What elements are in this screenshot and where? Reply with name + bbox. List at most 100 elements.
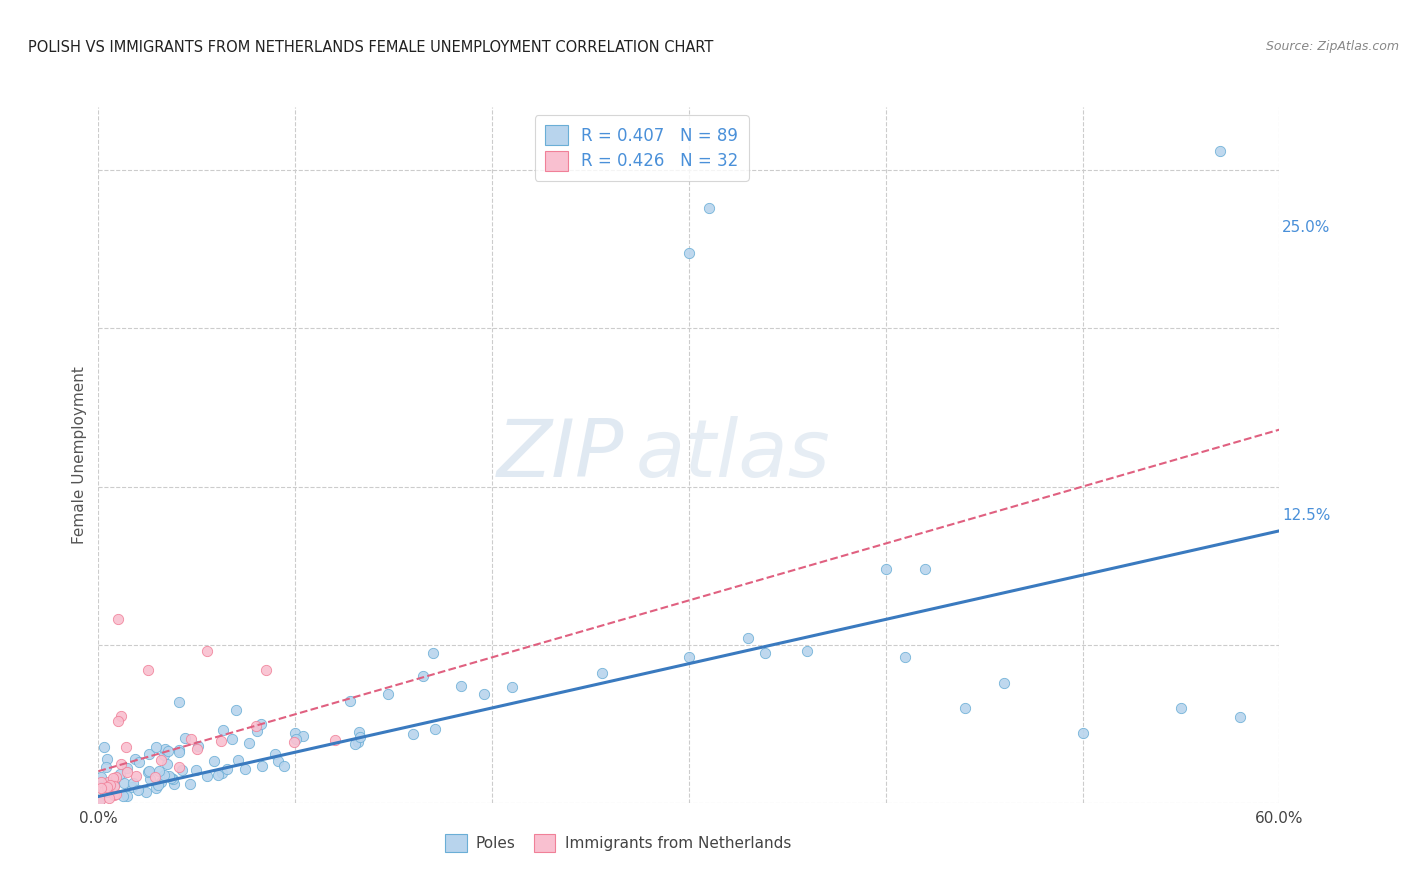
Point xyxy=(149,774,172,789)
Point xyxy=(135,785,157,799)
Point xyxy=(112,776,135,790)
Point xyxy=(737,632,759,646)
Point xyxy=(152,768,174,782)
Point xyxy=(152,748,174,763)
Point xyxy=(953,701,976,715)
Text: 25.0%: 25.0% xyxy=(1282,220,1330,235)
Point xyxy=(96,784,118,798)
Point xyxy=(97,775,120,789)
Text: Source: ZipAtlas.com: Source: ZipAtlas.com xyxy=(1265,40,1399,54)
Point xyxy=(94,760,117,774)
Point xyxy=(221,731,243,746)
Point xyxy=(993,675,1015,690)
Point xyxy=(124,752,146,766)
Point xyxy=(285,732,308,747)
Point xyxy=(149,753,172,767)
Point xyxy=(145,780,167,795)
Point xyxy=(122,776,145,790)
Point xyxy=(591,666,613,681)
Point xyxy=(894,650,917,665)
Point xyxy=(115,765,138,780)
Point xyxy=(377,686,399,700)
Point xyxy=(145,739,167,754)
Point xyxy=(1170,701,1192,715)
Point xyxy=(103,789,125,803)
Point xyxy=(875,562,897,576)
Point xyxy=(105,787,128,801)
Point xyxy=(180,732,202,747)
Point xyxy=(107,714,129,728)
Point xyxy=(202,754,225,768)
Point xyxy=(153,742,176,756)
Point xyxy=(678,650,700,665)
Point xyxy=(283,735,305,749)
Point xyxy=(339,694,361,708)
Point xyxy=(250,717,273,731)
Point xyxy=(157,769,180,783)
Point xyxy=(138,747,160,762)
Point xyxy=(678,245,700,260)
Point xyxy=(209,733,232,747)
Point xyxy=(110,756,132,771)
Point xyxy=(90,775,112,789)
Point xyxy=(146,778,169,792)
Point xyxy=(108,767,131,781)
Point xyxy=(89,793,111,807)
Point xyxy=(226,753,249,767)
Point xyxy=(156,757,179,772)
Point xyxy=(138,764,160,779)
Point xyxy=(98,791,121,805)
Point xyxy=(246,724,269,739)
Point xyxy=(254,663,277,677)
Point xyxy=(103,780,125,794)
Point xyxy=(284,725,307,739)
Point xyxy=(697,201,720,215)
Point xyxy=(173,731,195,745)
Point xyxy=(127,782,149,797)
Point xyxy=(103,778,125,792)
Point xyxy=(472,687,495,701)
Point xyxy=(238,736,260,750)
Point xyxy=(148,764,170,778)
Point xyxy=(115,739,138,754)
Text: ZIP: ZIP xyxy=(496,416,624,494)
Point xyxy=(136,663,159,677)
Point xyxy=(349,731,371,745)
Point xyxy=(195,644,218,658)
Point xyxy=(167,745,190,759)
Point xyxy=(422,646,444,660)
Point xyxy=(112,789,135,803)
Point xyxy=(323,732,346,747)
Point xyxy=(211,723,233,737)
Point xyxy=(450,679,472,693)
Point xyxy=(139,772,162,786)
Point xyxy=(117,761,139,775)
Point xyxy=(90,770,112,784)
Point xyxy=(195,769,218,783)
Point xyxy=(115,789,138,803)
Point xyxy=(156,744,179,758)
Point xyxy=(87,795,110,809)
Point xyxy=(347,725,370,739)
Point xyxy=(184,763,207,777)
Point xyxy=(110,709,132,723)
Legend: Poles, Immigrants from Netherlands: Poles, Immigrants from Netherlands xyxy=(439,828,797,858)
Point xyxy=(263,747,285,762)
Point xyxy=(207,767,229,781)
Point xyxy=(425,723,447,737)
Point xyxy=(267,754,290,768)
Point xyxy=(167,695,190,709)
Point xyxy=(914,562,936,576)
Text: atlas: atlas xyxy=(636,416,831,494)
Point xyxy=(1071,726,1094,740)
Point xyxy=(217,762,239,776)
Point xyxy=(121,780,143,794)
Point xyxy=(273,759,295,773)
Point xyxy=(172,764,194,778)
Point xyxy=(225,703,247,717)
Point xyxy=(93,784,115,798)
Point xyxy=(167,743,190,757)
Point xyxy=(96,752,118,766)
Point xyxy=(162,772,184,787)
Point xyxy=(98,779,121,793)
